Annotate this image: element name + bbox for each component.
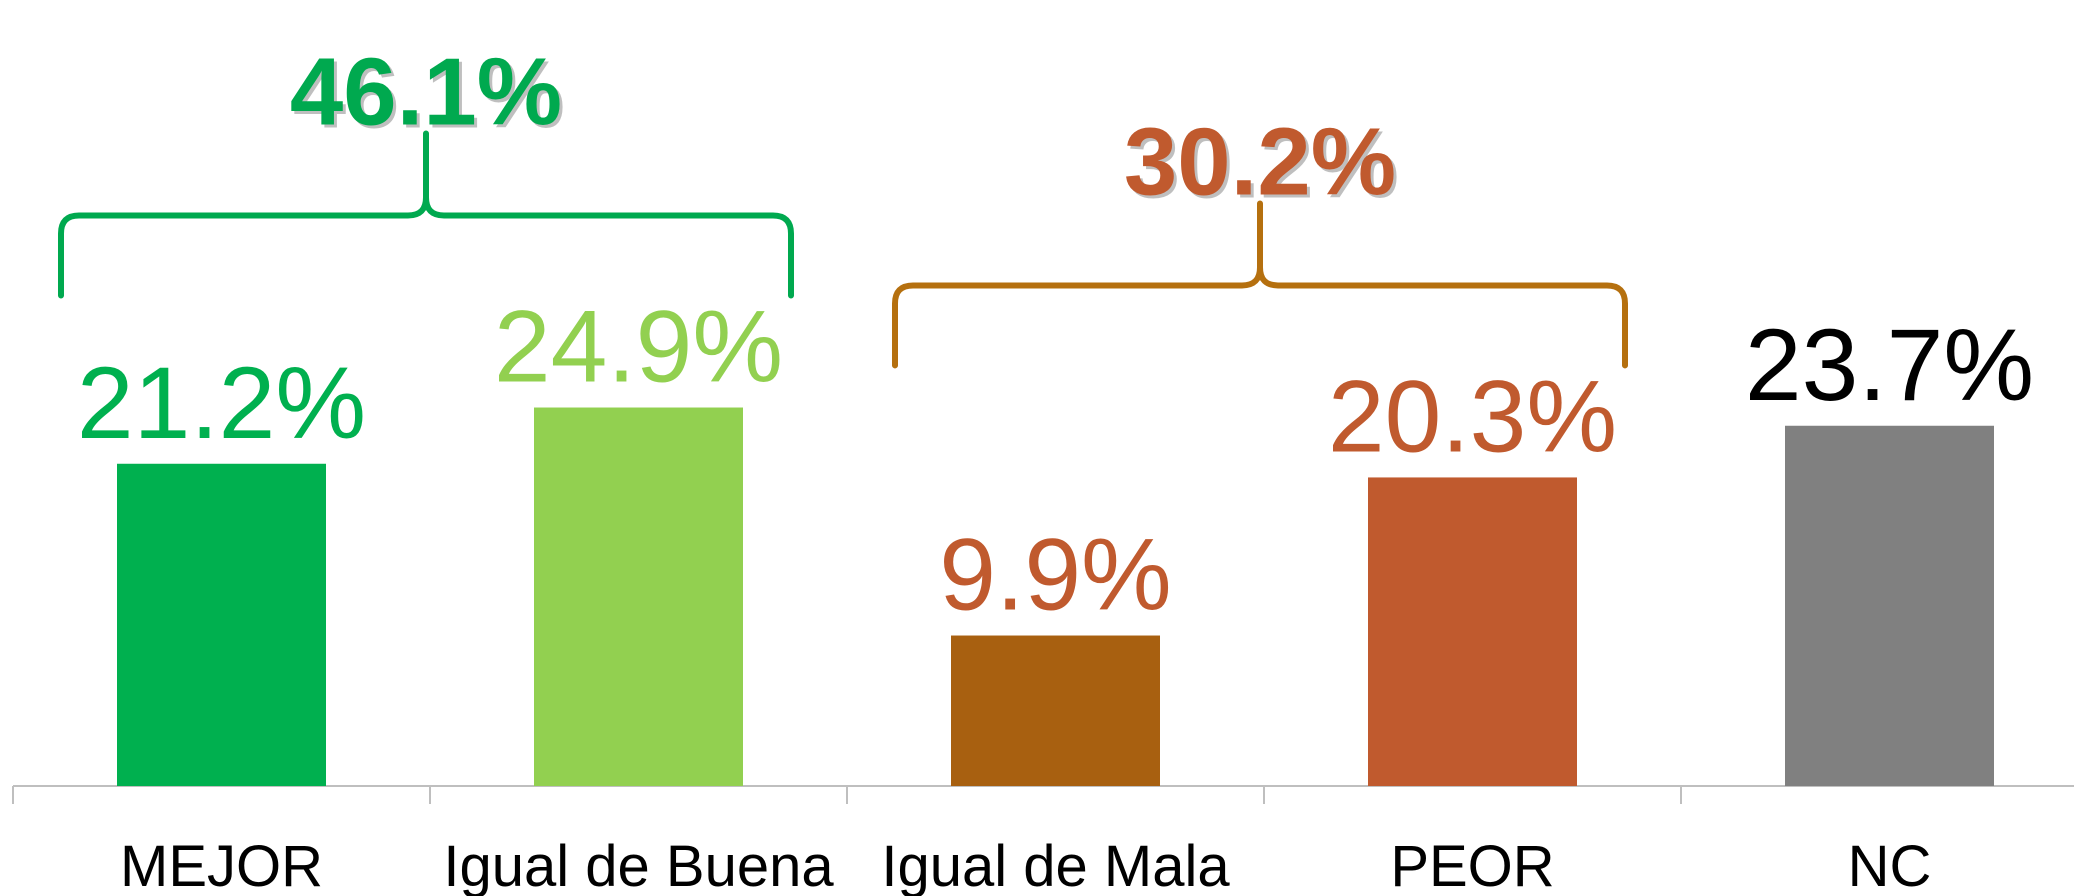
group-total: 46.1% xyxy=(290,39,562,146)
group-total-shadow: 30.2% xyxy=(1127,111,1399,218)
bracket xyxy=(892,200,1628,369)
bar xyxy=(951,635,1160,786)
x-tick-label: MEJOR xyxy=(120,834,323,896)
x-tick-label: NC xyxy=(1848,834,1932,896)
bracket xyxy=(58,130,794,299)
value-label: 20.3% xyxy=(1328,359,1617,473)
group-total: 30.2% xyxy=(1124,108,1396,215)
x-tick-label: Igual de Buena xyxy=(443,834,834,896)
value-label: 21.2% xyxy=(77,346,366,460)
bar xyxy=(534,407,743,786)
value-label: 23.7% xyxy=(1745,308,2034,422)
bar xyxy=(1785,425,1994,786)
x-tick-label: Igual de Mala xyxy=(881,834,1230,896)
bar xyxy=(117,463,326,786)
x-tick-label: PEOR xyxy=(1390,834,1554,896)
value-label: 9.9% xyxy=(939,518,1172,632)
value-label: 24.9% xyxy=(494,290,783,404)
bar xyxy=(1368,477,1577,786)
group-total-shadow: 46.1% xyxy=(293,42,565,149)
